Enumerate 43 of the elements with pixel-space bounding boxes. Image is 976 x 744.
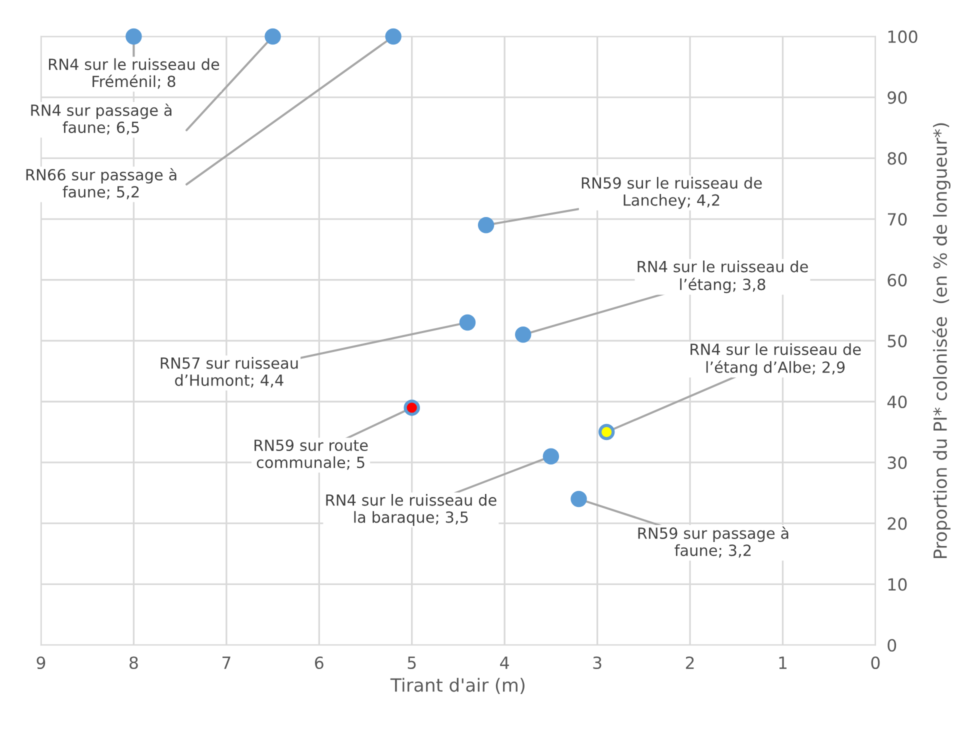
point bbox=[459, 314, 476, 331]
annotation: RN4 sur le ruisseau de l’étang; 3,8 bbox=[638, 260, 808, 294]
annotation: RN4 sur le ruisseau de l’étang d’Albe; 2,9 bbox=[690, 343, 861, 376]
y-tick-label: 10 bbox=[888, 578, 907, 591]
annotation: RN4 sur le ruisseau de la baraque; 3,5 bbox=[326, 494, 496, 526]
y-tick-label: 30 bbox=[888, 456, 907, 470]
point bbox=[264, 28, 281, 45]
point bbox=[598, 424, 615, 440]
point bbox=[515, 326, 532, 343]
y-tick-label: 90 bbox=[888, 91, 907, 104]
point bbox=[478, 217, 494, 234]
x-tick-label: 9 bbox=[36, 656, 46, 670]
x-tick-label: 6 bbox=[315, 656, 324, 670]
y-tick-label: 20 bbox=[888, 517, 907, 530]
x-tick-label: 0 bbox=[871, 656, 880, 670]
x-axis-title: Tirant d'air (m) bbox=[390, 678, 524, 694]
annotation: RN4 sur le ruisseau de Fréménil; 8 bbox=[49, 58, 220, 89]
point bbox=[385, 28, 402, 45]
x-tick-label: 3 bbox=[593, 656, 602, 670]
x-tick-label: 8 bbox=[130, 656, 138, 670]
point bbox=[542, 448, 560, 465]
point bbox=[570, 490, 587, 508]
annotation: RN59 sur le ruisseau de Lanchey; 4,2 bbox=[582, 176, 762, 209]
point bbox=[404, 400, 420, 416]
x-tick-label: 7 bbox=[222, 656, 230, 669]
x-tick-label: 2 bbox=[686, 656, 694, 669]
y-tick-label: 80 bbox=[888, 152, 907, 165]
x-tick-label: 4 bbox=[500, 656, 509, 669]
x-tick-label: 5 bbox=[408, 656, 416, 670]
y-tick-label: 70 bbox=[888, 212, 907, 226]
y-tick-label: 40 bbox=[887, 396, 907, 408]
y-axis-title: Proportion du PI* colonisée (en % de longueur*) bbox=[932, 123, 950, 558]
annotation: RN66 sur passage à faune; 5,2 bbox=[26, 168, 176, 200]
y-tick-label: 0 bbox=[888, 639, 896, 652]
y-tick-label: 100 bbox=[888, 30, 918, 44]
point bbox=[126, 28, 142, 45]
annotation: RN57 sur ruisseau d’Humont; 4,4 bbox=[160, 357, 298, 388]
annotation: RN59 sur route communale; 5 bbox=[254, 439, 368, 470]
y-tick-label: 60 bbox=[888, 274, 907, 286]
annotation: RN4 sur passage à faune; 6,5 bbox=[31, 104, 172, 135]
annotation: RN59 sur passage à faune; 3,2 bbox=[638, 526, 788, 558]
x-tick-label: 1 bbox=[779, 656, 787, 669]
y-tick-label: 50 bbox=[888, 334, 907, 348]
